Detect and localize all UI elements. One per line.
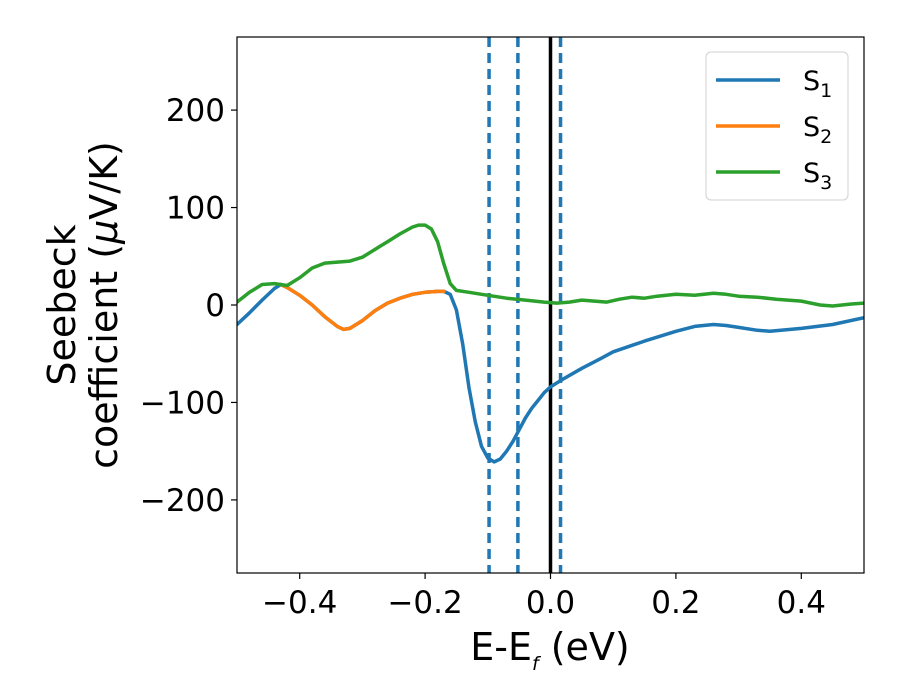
- legend-label-s2: S2: [803, 112, 832, 148]
- series-line-s3: [237, 223, 864, 308]
- y-axis-title-line1: Seebeck: [40, 224, 84, 385]
- series-lines: [237, 223, 864, 464]
- y-axis-title: Seebeck coefficient (μV/K): [40, 141, 126, 469]
- x-tick-label: −0.2: [387, 585, 462, 621]
- legend-label-s3: S3: [803, 158, 832, 194]
- x-tick-label: 0.0: [526, 585, 575, 621]
- y-tick-label: −100: [140, 385, 225, 421]
- series-line-s2: [279, 282, 446, 332]
- y-tick-label: 0: [205, 288, 225, 324]
- y-tick-label: 100: [166, 191, 225, 227]
- vertical-reference-lines: [487, 37, 563, 573]
- axis-ticks: −0.4 −0.2 0.0 0.2 0.4 −200 −100 0 100 200: [140, 93, 826, 621]
- y-tick-label: 200: [166, 93, 225, 129]
- legend: S1 S2 S3: [705, 51, 849, 201]
- y-axis-title-line2: coefficient (μV/K): [82, 141, 126, 469]
- x-axis-title: E-Ef (eV): [470, 625, 630, 675]
- x-tick-label: 0.4: [777, 585, 826, 621]
- x-tick-label: 0.2: [651, 585, 700, 621]
- legend-label-s1: S1: [803, 66, 832, 102]
- x-tick-label: −0.4: [262, 585, 337, 621]
- y-tick-label: −200: [140, 483, 225, 519]
